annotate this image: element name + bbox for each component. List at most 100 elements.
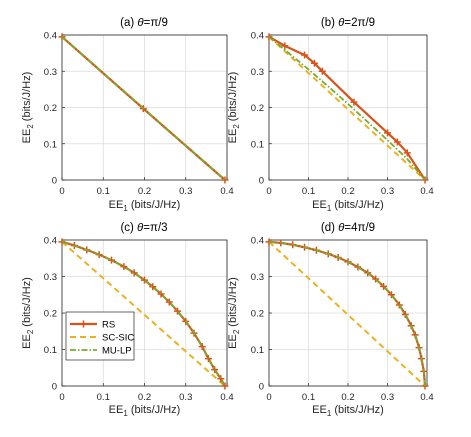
panel-title: (a) θ=π/9: [120, 17, 168, 29]
rs-marker-point: [141, 276, 148, 284]
x-axis-label-main: EE: [109, 199, 124, 211]
y-axis-label-main: EE: [227, 334, 239, 349]
rs-marker-point: [108, 256, 115, 264]
x-axis-label-units: (bits/J/Hz): [334, 199, 384, 211]
y-tick-label: 0.2: [44, 103, 57, 114]
x-tick-label: 0.2: [341, 392, 354, 403]
panel-title-prefix: (a): [120, 17, 137, 29]
y-tick-label: 0.3: [44, 67, 57, 78]
y-axis-label: EE2 (bits/J/Hz): [21, 277, 35, 349]
series-line-mulp: [268, 240, 426, 387]
series-line-rs: [268, 35, 426, 181]
series-line-mulp: [61, 240, 226, 387]
x-axis-label-sub: 1: [123, 204, 128, 213]
y-axis-label-sub: 2: [232, 329, 241, 334]
y-tick-label: 0.1: [44, 345, 57, 356]
rs-marker-point: [165, 298, 173, 306]
y-tick-label: 0: [259, 382, 264, 393]
rs-marker-point: [403, 149, 411, 157]
rs-marker-point: [204, 355, 212, 363]
panel-title: (d) θ=4π/9: [321, 222, 375, 234]
y-axis-label-units: (bits/J/Hz): [21, 277, 33, 327]
panel-title-prefix: (d): [321, 222, 338, 234]
rs-marker-point: [401, 310, 409, 318]
chart-panel-b: 000.10.10.20.20.30.30.40.4(b) θ=2π/9EE1(…: [227, 17, 434, 213]
panel-title-prefix: (b): [321, 17, 338, 29]
rs-marker-point: [157, 290, 165, 298]
axes-box: [61, 239, 228, 387]
y-axis-label-sub: 2: [26, 124, 35, 129]
panel-title: (c) θ=π/3: [120, 222, 167, 234]
y-axis-label: EE2 (bits/J/Hz): [227, 277, 241, 349]
rs-marker-point: [387, 291, 395, 299]
x-tick-label: 0.3: [381, 186, 394, 197]
rs-marker-point: [372, 275, 380, 283]
panel-title-theta: θ: [137, 17, 144, 29]
x-axis-label-units: (bits/J/Hz): [131, 404, 181, 416]
y-axis-label: EE2 (bits/J/Hz): [21, 72, 35, 144]
y-axis-label: EE2 (bits/J/Hz): [227, 72, 241, 144]
x-tick-label: 0.1: [97, 186, 110, 197]
rs-marker-point: [149, 283, 157, 291]
axes-box: [268, 239, 428, 387]
x-axis-label: EE1 (bits/J/Hz): [312, 199, 384, 213]
rs-marker-point: [350, 98, 358, 106]
x-tick-label: 0.3: [381, 392, 394, 403]
rs-marker-point: [384, 129, 391, 137]
y-axis-label-units: (bits/J/Hz): [227, 277, 239, 327]
x-axis-label: EE1 (bits/J/Hz): [109, 199, 181, 213]
rs-marker-point: [281, 42, 289, 50]
x-tick-label: 0.4: [420, 392, 433, 403]
y-tick-label: 0.2: [251, 103, 264, 114]
x-axis-label: EE1 (bits/J/Hz): [312, 404, 384, 418]
panel-title-theta: θ: [338, 222, 345, 234]
y-axis-label-main: EE: [21, 129, 33, 144]
y-tick-label: 0.1: [251, 345, 264, 356]
x-tick-label: 0.4: [220, 186, 233, 197]
y-tick-label: 0.4: [44, 236, 57, 247]
y-tick-label: 0.1: [44, 139, 57, 150]
legend-box: [65, 311, 135, 361]
rs-marker-point: [221, 176, 229, 184]
y-tick-label: 0.3: [251, 272, 264, 283]
x-axis-label-sub: 1: [327, 409, 332, 418]
y-axis-label-main: EE: [21, 334, 33, 349]
x-tick-label: 0: [266, 186, 271, 197]
chart-panel-d: 000.10.10.20.20.30.30.40.4(d) θ=4π/9EE1(…: [227, 222, 434, 418]
y-tick-label: 0.3: [44, 272, 57, 283]
axes-box: [61, 34, 228, 181]
rs-marker-point: [221, 382, 229, 390]
rs-marker-point: [310, 59, 318, 67]
panel-title-theta: θ: [338, 17, 345, 29]
x-tick-label: 0: [266, 392, 271, 403]
rs-marker-point: [217, 375, 225, 383]
x-axis-label-units: (bits/J/Hz): [131, 199, 181, 211]
x-tick-label: 0.2: [341, 186, 354, 197]
x-tick-label: 0: [59, 392, 64, 403]
panel-title: (b) θ=2π/9: [321, 17, 375, 29]
rs-marker-point: [198, 343, 206, 351]
x-axis-label-units: (bits/J/Hz): [334, 404, 384, 416]
x-tick-label: 0.4: [220, 392, 233, 403]
x-tick-label: 0.4: [420, 186, 433, 197]
y-axis-label-main: EE: [227, 129, 239, 144]
y-axis-label-units: (bits/J/Hz): [227, 72, 239, 122]
y-tick-label: 0.3: [251, 67, 264, 78]
series-line-mulp: [61, 36, 226, 181]
y-tick-label: 0.1: [251, 139, 264, 150]
x-tick-label: 0.2: [138, 186, 151, 197]
y-tick-label: 0.2: [251, 309, 264, 320]
legend-label-scsic: SC-SIC: [102, 333, 134, 344]
y-tick-label: 0.4: [251, 236, 264, 247]
x-axis-label-main: EE: [312, 404, 327, 416]
x-tick-label: 0.1: [302, 392, 315, 403]
legend-marker-rs: [80, 320, 87, 328]
x-axis-label: EE1 (bits/J/Hz): [109, 404, 181, 418]
axes-box: [268, 34, 428, 181]
y-tick-label: 0: [52, 176, 57, 187]
series-line-scsic: [61, 241, 226, 387]
y-axis-label-units: (bits/J/Hz): [21, 72, 33, 122]
rs-marker-point: [380, 282, 388, 290]
